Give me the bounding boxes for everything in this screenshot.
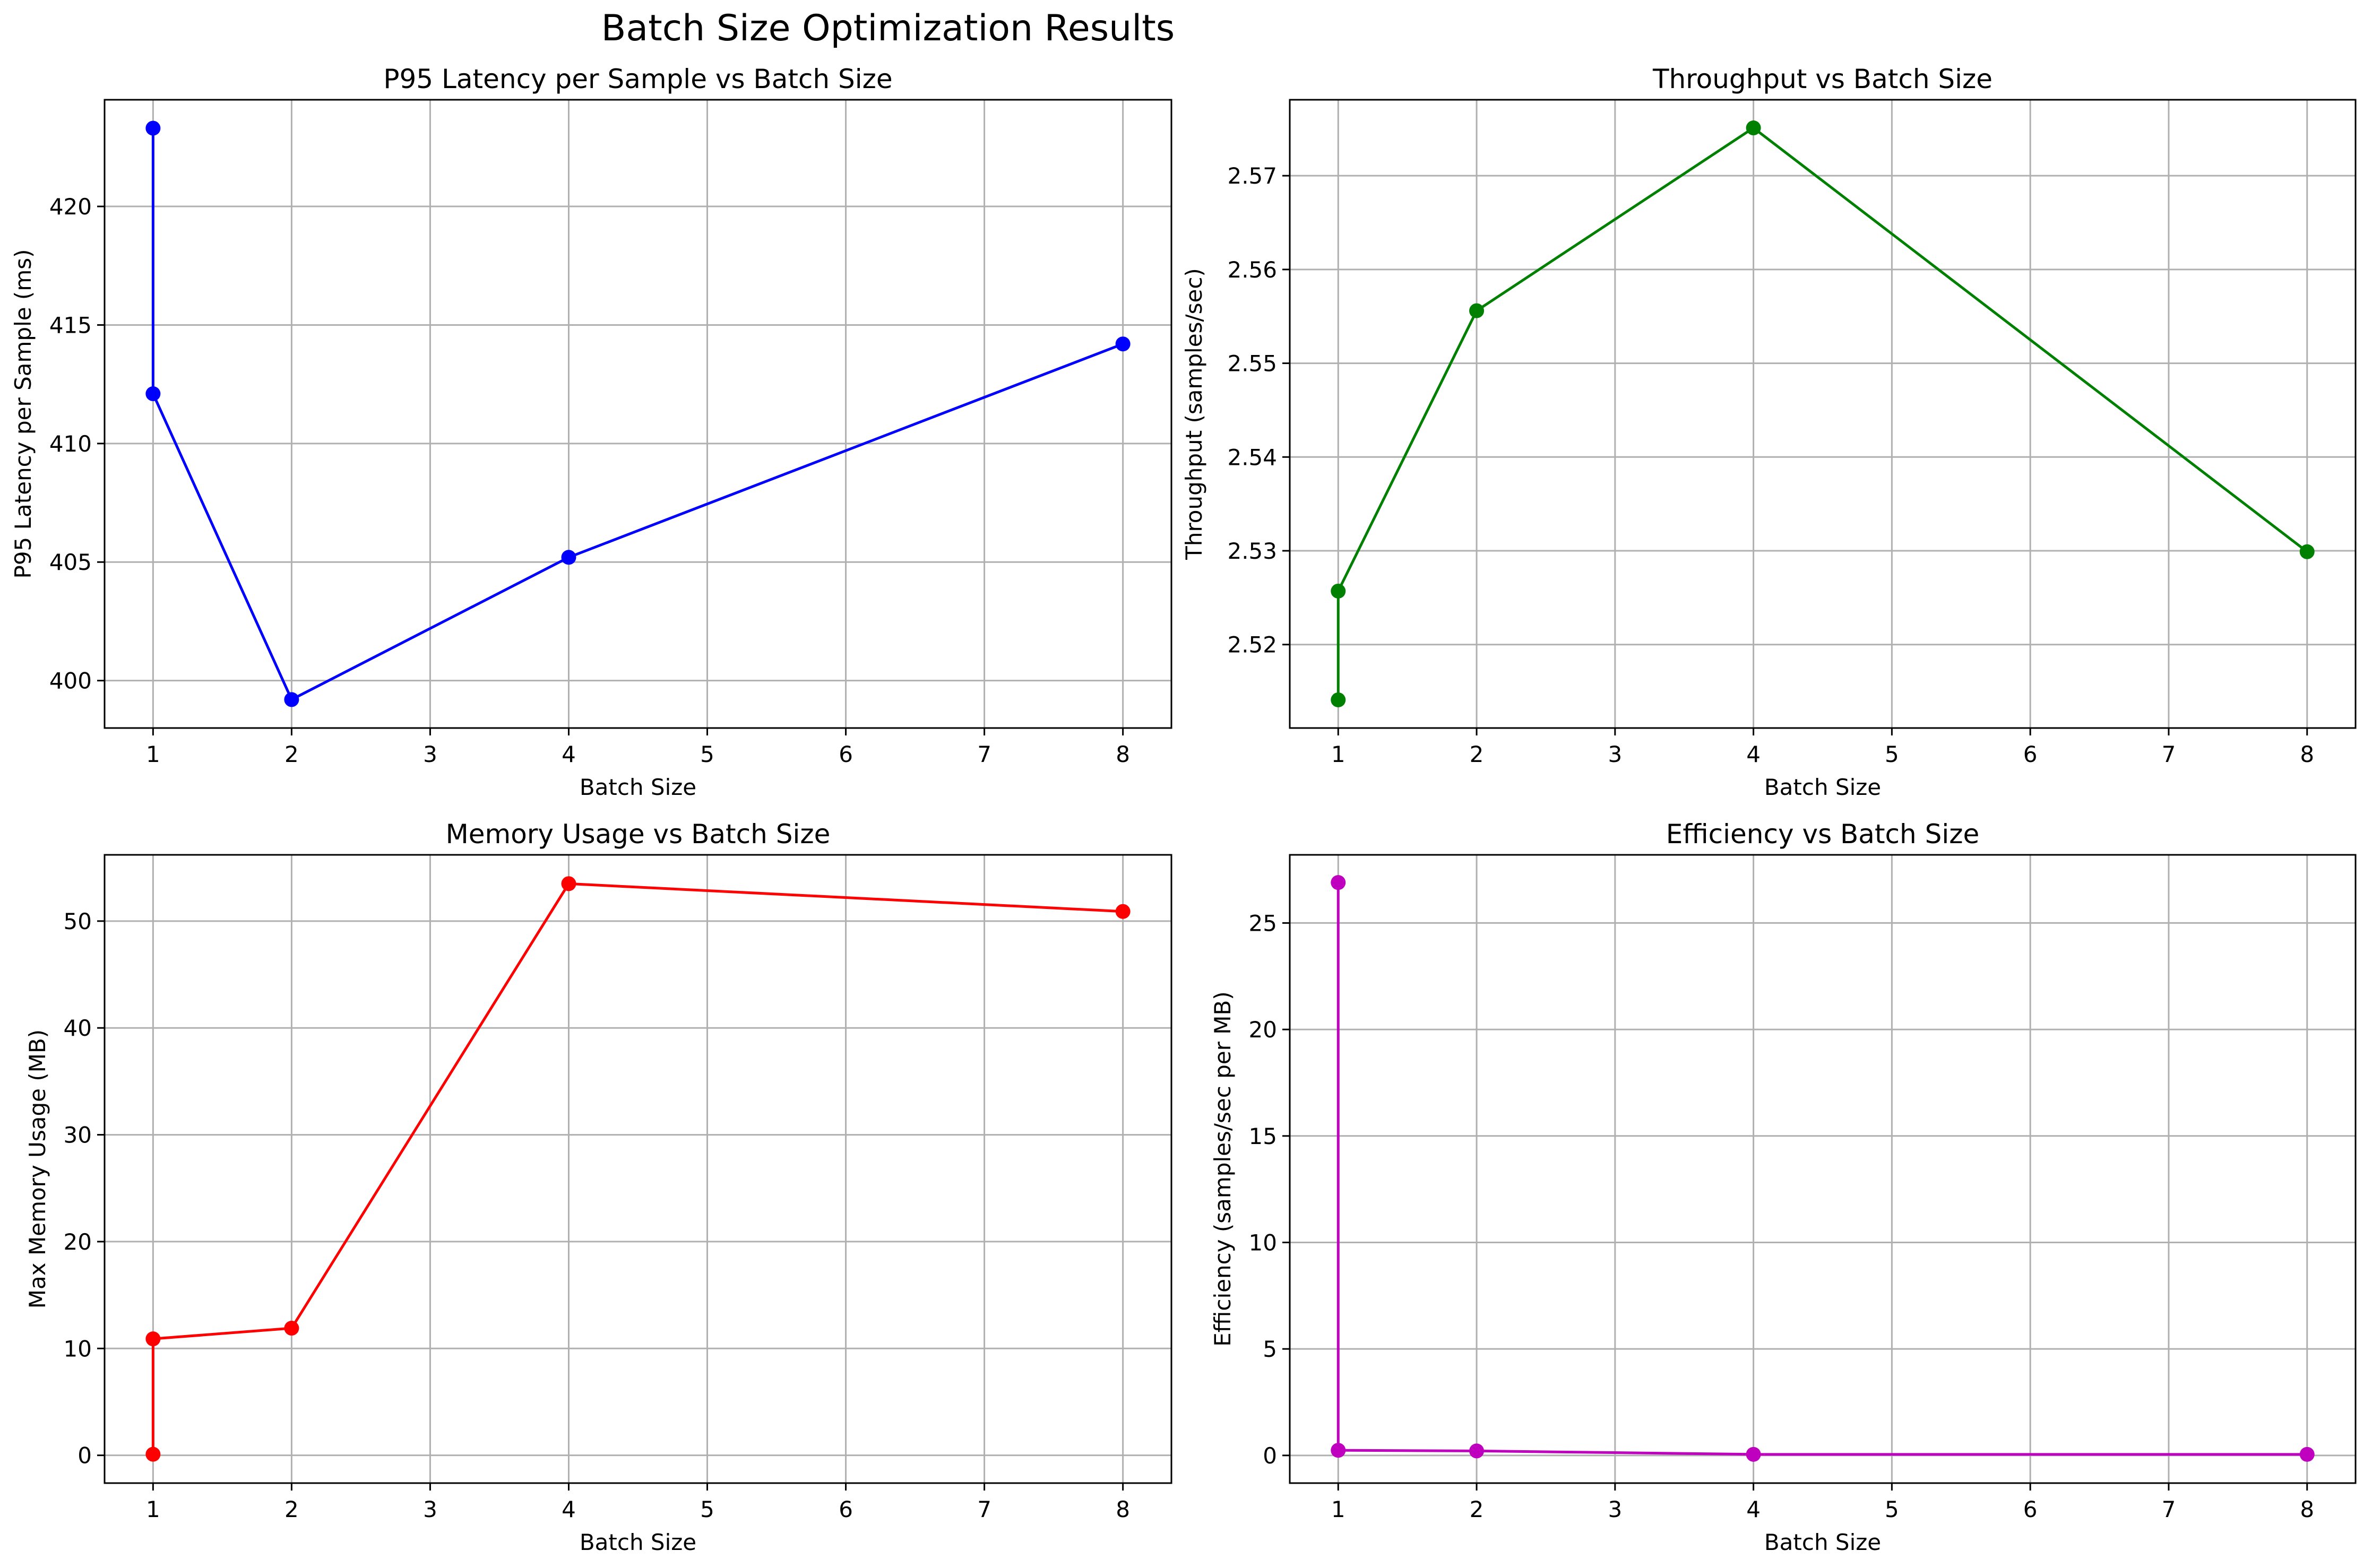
y-tick-label: 25 bbox=[1249, 910, 1277, 936]
x-tick-label: 7 bbox=[2162, 741, 2176, 767]
data-point bbox=[284, 1321, 299, 1336]
data-point bbox=[561, 550, 576, 565]
data-point bbox=[1469, 303, 1485, 318]
y-tick-label: 2.55 bbox=[1227, 351, 1277, 377]
x-tick-label: 3 bbox=[1608, 741, 1622, 767]
y-tick-label: 405 bbox=[49, 549, 92, 575]
x-axis-label: Batch Size bbox=[580, 1529, 696, 1555]
x-tick-label: 8 bbox=[1116, 741, 1130, 767]
x-tick-label: 6 bbox=[2023, 1496, 2038, 1522]
x-tick-label: 2 bbox=[284, 741, 299, 767]
x-tick-label: 8 bbox=[2300, 741, 2314, 767]
x-tick-label: 3 bbox=[423, 1496, 437, 1522]
plot-frame bbox=[1289, 99, 2357, 729]
x-tick-label: 7 bbox=[2162, 1496, 2176, 1522]
figure-suptitle: Batch Size Optimization Results bbox=[601, 7, 1175, 49]
data-point bbox=[1746, 120, 1761, 136]
y-axis-label: Efficiency (samples/sec per MB) bbox=[1210, 991, 1236, 1347]
y-tick-label: 0 bbox=[77, 1443, 92, 1469]
y-tick-label: 0 bbox=[1263, 1443, 1277, 1469]
y-tick-label: 15 bbox=[1249, 1123, 1277, 1149]
x-axis-label: Batch Size bbox=[580, 774, 696, 800]
subplot-4: 1 2 3 4 5 6 7 8 0 5 10 15 20 25 Efficiency vs Batch Si… bbox=[1210, 819, 2357, 1555]
y-tick-label: 30 bbox=[64, 1122, 92, 1148]
x-tick-label: 4 bbox=[1746, 1496, 1761, 1522]
data-point bbox=[145, 1446, 161, 1462]
y-tick-label: 420 bbox=[49, 194, 92, 220]
data-point bbox=[145, 386, 161, 402]
x-tick-label: 5 bbox=[700, 741, 714, 767]
y-tick-label: 10 bbox=[64, 1336, 92, 1362]
x-tick-label: 1 bbox=[146, 741, 160, 767]
subplot-title: P95 Latency per Sample vs Batch Size bbox=[383, 64, 892, 94]
x-tick-label: 6 bbox=[839, 741, 853, 767]
subplot-title: Efficiency vs Batch Size bbox=[1666, 819, 1980, 850]
y-tick-label: 5 bbox=[1263, 1336, 1277, 1362]
data-point bbox=[284, 692, 299, 707]
data-point bbox=[1331, 1443, 1346, 1458]
plot-frame bbox=[103, 854, 1172, 1484]
x-tick-label: 7 bbox=[977, 741, 991, 767]
y-tick-label: 2.53 bbox=[1227, 538, 1277, 564]
subplot-1: 1 2 3 4 5 6 7 8 400 405 410 415 420 P95 Latency per S… bbox=[10, 64, 1172, 800]
subplot-2: 1 2 3 4 5 6 7 8 2.52 2.53 2.54 2.55 2.56 2.57 Throughp… bbox=[1181, 64, 2357, 800]
y-tick-label: 50 bbox=[64, 908, 92, 934]
data-point bbox=[145, 120, 161, 136]
y-tick-label: 400 bbox=[49, 668, 92, 694]
y-tick-label: 40 bbox=[64, 1015, 92, 1041]
data-point bbox=[1469, 1443, 1485, 1459]
plot-frame bbox=[103, 99, 1172, 729]
x-tick-label: 7 bbox=[977, 1496, 991, 1522]
y-tick-label: 2.57 bbox=[1227, 163, 1277, 189]
plot-frame bbox=[1289, 854, 2357, 1484]
y-tick-label: 415 bbox=[49, 312, 92, 338]
y-tick-label: 2.56 bbox=[1227, 257, 1277, 283]
data-point bbox=[2299, 544, 2315, 559]
data-point bbox=[145, 1331, 161, 1347]
x-tick-label: 4 bbox=[562, 1496, 576, 1522]
subplot-title: Memory Usage vs Batch Size bbox=[446, 819, 831, 850]
y-axis-label: P95 Latency per Sample (ms) bbox=[10, 249, 36, 579]
data-point bbox=[1331, 692, 1346, 707]
data-point bbox=[561, 876, 576, 891]
data-point bbox=[1746, 1446, 1761, 1462]
y-tick-label: 2.54 bbox=[1227, 444, 1277, 470]
x-tick-label: 8 bbox=[2300, 1496, 2314, 1522]
data-point bbox=[1115, 336, 1131, 352]
y-axis-label: Throughput (samples/sec) bbox=[1181, 268, 1207, 560]
data-point bbox=[1331, 583, 1346, 599]
y-tick-label: 10 bbox=[1249, 1229, 1277, 1255]
x-tick-label: 1 bbox=[1331, 1496, 1345, 1522]
x-tick-label: 5 bbox=[700, 1496, 714, 1522]
x-tick-label: 4 bbox=[562, 741, 576, 767]
data-point bbox=[1331, 875, 1346, 890]
x-tick-label: 2 bbox=[284, 1496, 299, 1522]
y-tick-label: 20 bbox=[64, 1229, 92, 1255]
data-point bbox=[1115, 904, 1131, 919]
x-axis-label: Batch Size bbox=[1764, 1529, 1881, 1555]
x-tick-label: 8 bbox=[1116, 1496, 1130, 1522]
x-tick-label: 6 bbox=[2023, 741, 2038, 767]
subplot-3: 1 2 3 4 5 6 7 8 0 10 20 30 40 50 Memory Usage vs Batch… bbox=[24, 819, 1172, 1555]
data-point bbox=[2299, 1446, 2315, 1462]
y-tick-label: 2.52 bbox=[1227, 632, 1277, 658]
x-tick-label: 2 bbox=[1470, 741, 1484, 767]
x-axis-label: Batch Size bbox=[1764, 774, 1881, 800]
subplot-title: Throughput vs Batch Size bbox=[1652, 64, 1993, 94]
x-tick-label: 5 bbox=[1885, 1496, 1899, 1522]
x-tick-label: 5 bbox=[1885, 741, 1899, 767]
x-tick-label: 4 bbox=[1746, 741, 1761, 767]
x-tick-label: 2 bbox=[1470, 1496, 1484, 1522]
y-tick-label: 20 bbox=[1249, 1017, 1277, 1043]
x-tick-label: 1 bbox=[1331, 741, 1345, 767]
x-tick-label: 6 bbox=[839, 1496, 853, 1522]
y-tick-label: 410 bbox=[49, 431, 92, 457]
x-tick-label: 3 bbox=[423, 741, 437, 767]
x-tick-label: 1 bbox=[146, 1496, 160, 1522]
y-axis-label: Max Memory Usage (MB) bbox=[24, 1029, 50, 1309]
x-tick-label: 3 bbox=[1608, 1496, 1622, 1522]
